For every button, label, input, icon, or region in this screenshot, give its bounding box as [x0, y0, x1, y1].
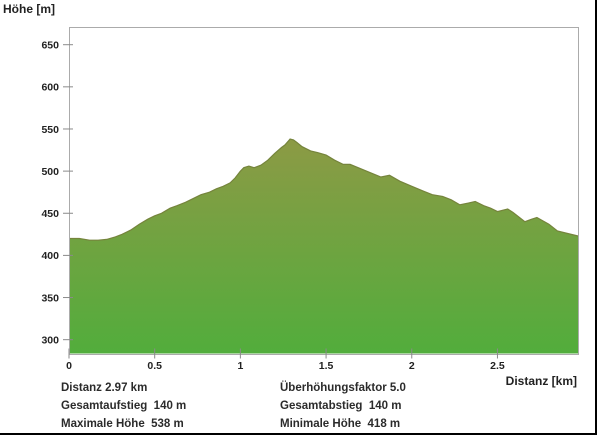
y-tick-label: 600: [41, 82, 59, 94]
y-tick-label: 350: [41, 292, 59, 304]
y-axis-title: Höhe [m]: [3, 2, 55, 16]
stat-min-elevation: Minimale Höhe 418 m: [280, 418, 401, 430]
image-border-right: [595, 0, 597, 435]
x-tick-label: 2: [409, 360, 415, 372]
stat-max-elevation: Maximale Höhe 538 m: [61, 418, 184, 430]
y-tick-label: 400: [41, 250, 59, 262]
plot-border: [69, 27, 579, 355]
y-tick-label: 450: [41, 208, 59, 220]
image-border-bottom: [0, 433, 597, 435]
y-tick-label: 650: [41, 39, 59, 51]
stat-total-ascent: Gesamtaufstieg 140 m: [61, 400, 187, 412]
terrain-area: [69, 139, 578, 354]
y-tick-label: 550: [41, 124, 59, 136]
y-tick-label: 500: [41, 166, 59, 178]
x-tick-label: 1: [237, 360, 243, 372]
x-axis-title: Distanz [km]: [505, 374, 577, 388]
stat-total-descent: Gesamtabstieg 140 m: [280, 400, 402, 412]
x-tick-label: 0.5: [147, 360, 162, 372]
x-tick-label: 0: [66, 360, 72, 372]
stat-distance: Distanz 2.97 km: [61, 382, 148, 394]
terrain-edge-line: [69, 138, 579, 241]
x-tick-label: 1.5: [319, 360, 334, 372]
elevation-chart: 300 350 400 450 500 550 600 650 0 0.5 1 1.5 2 2.5: [41, 27, 579, 372]
y-tick-label: 300: [41, 334, 59, 346]
x-tick-label: 2.5: [490, 360, 505, 372]
stat-exaggeration-factor: Überhöhungsfaktor 5.0: [280, 382, 406, 394]
